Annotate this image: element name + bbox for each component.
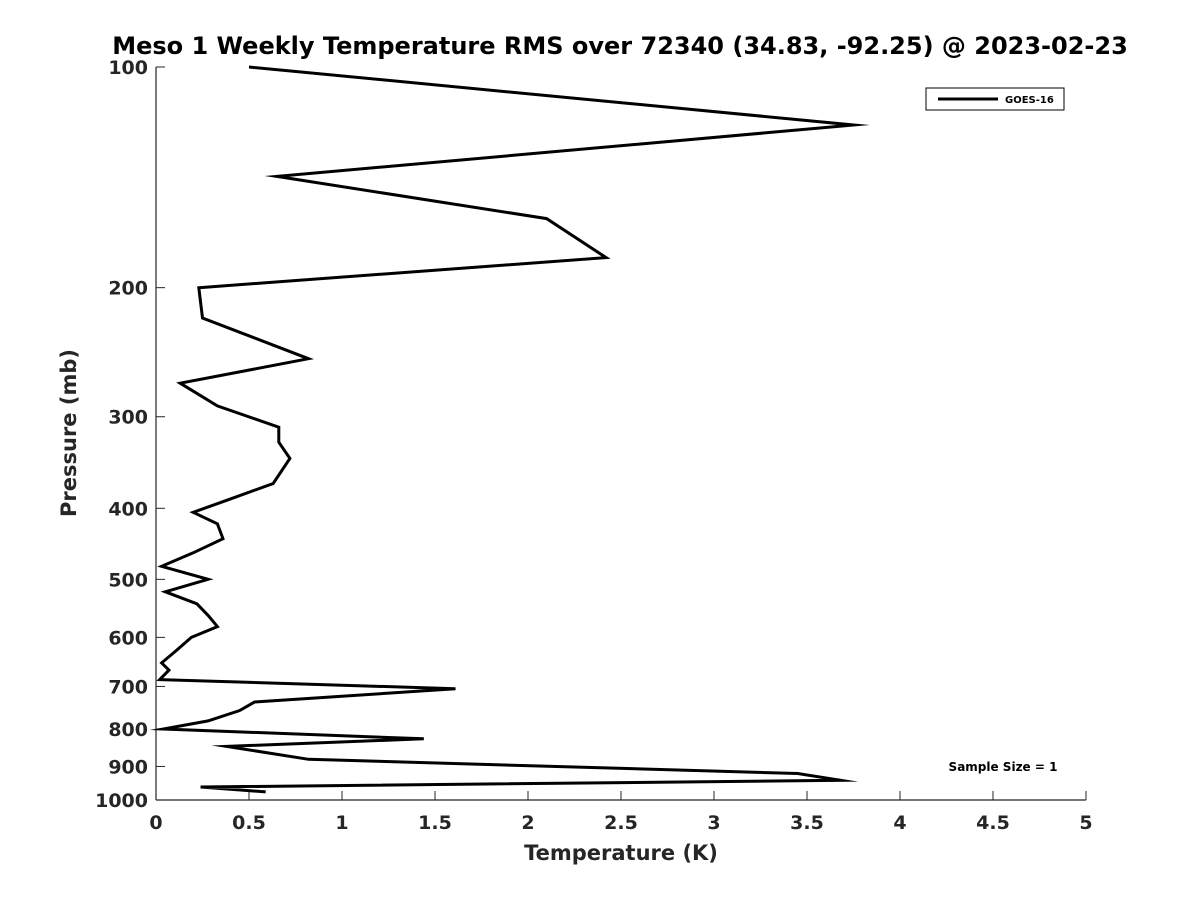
x-tick-label: 4.5 <box>976 812 1010 834</box>
x-tick-label: 5 <box>1079 812 1092 834</box>
x-axis-ticks: 0 0.5 1 1.5 2 2.5 3 3.5 4 4.5 5 <box>149 791 1093 834</box>
y-tick-label: 500 <box>108 569 148 591</box>
x-axis-label: Temperature (K) <box>524 841 718 865</box>
x-tick-label: 0.5 <box>232 812 266 834</box>
y-tick-label: 1000 <box>95 790 148 812</box>
x-tick-label: 0 <box>149 812 162 834</box>
y-tick-label: 700 <box>108 676 148 698</box>
y-axis-label: Pressure (mb) <box>57 349 81 517</box>
plot-area <box>156 67 1086 800</box>
x-tick-label: 1.5 <box>418 812 452 834</box>
x-tick-label: 2.5 <box>604 812 638 834</box>
y-tick-label: 200 <box>108 278 148 300</box>
sample-size-annotation: Sample Size = 1 <box>949 760 1058 774</box>
x-tick-label: 1 <box>335 812 348 834</box>
y-tick-label: 100 <box>108 57 148 79</box>
x-tick-label: 3.5 <box>790 812 824 834</box>
series-line-goes16 <box>149 65 870 794</box>
x-tick-label: 4 <box>893 812 906 834</box>
legend: GOES-16 <box>925 87 1065 111</box>
legend-entry-goes16: GOES-16 <box>1005 95 1054 106</box>
y-tick-label: 300 <box>108 407 148 429</box>
x-tick-label: 3 <box>707 812 720 834</box>
y-tick-label: 900 <box>108 756 148 778</box>
chart-title: Meso 1 Weekly Temperature RMS over 72340… <box>112 32 1128 60</box>
y-tick-label: 600 <box>108 627 148 649</box>
x-tick-label: 2 <box>521 812 534 834</box>
y-tick-label: 400 <box>108 498 148 520</box>
y-axis-ticks: 100 200 300 400 500 600 700 800 900 1000 <box>95 57 165 812</box>
y-tick-label: 800 <box>108 719 148 741</box>
